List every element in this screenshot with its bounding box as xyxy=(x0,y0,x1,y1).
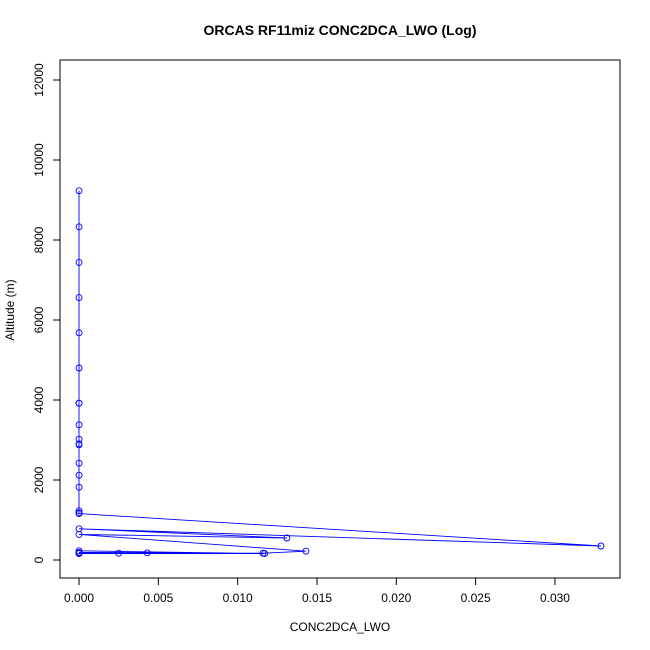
y-tick-label: 4000 xyxy=(32,386,46,413)
data-point xyxy=(75,294,83,302)
x-tick-label: 0.030 xyxy=(540,591,570,605)
y-tick-label: 0 xyxy=(32,556,46,563)
data-point xyxy=(115,549,123,557)
series-line xyxy=(78,190,602,555)
data-point xyxy=(75,550,83,558)
data-point xyxy=(75,364,83,372)
data-point xyxy=(75,459,83,467)
data-point xyxy=(75,471,83,479)
data-point xyxy=(75,441,83,449)
data-point xyxy=(143,549,151,557)
data-point xyxy=(75,421,83,429)
data-point xyxy=(75,483,83,491)
data-point xyxy=(75,187,83,195)
y-tick-label: 6000 xyxy=(32,306,46,333)
chart-title: ORCAS RF11miz CONC2DCA_LWO (Log) xyxy=(203,22,476,38)
data-point xyxy=(75,547,83,555)
data-point xyxy=(75,507,83,515)
x-tick-label: 0.015 xyxy=(302,591,332,605)
plot-frame xyxy=(59,59,621,579)
y-tick-label: 10000 xyxy=(32,143,46,177)
data-point xyxy=(261,550,269,558)
x-axis-label: CONC2DCA_LWO xyxy=(290,620,390,634)
x-axis: 0.000 0.005 0.010 0.015 0.020 0.025 0.030 xyxy=(64,577,570,605)
data-point xyxy=(75,510,83,518)
data-point xyxy=(75,223,83,231)
y-axis: 0 2000 4000 6000 8000 10000 12000 xyxy=(32,63,61,563)
x-tick-label: 0.005 xyxy=(143,591,173,605)
data-point xyxy=(75,530,83,538)
data-point xyxy=(283,534,291,542)
x-tick-label: 0.025 xyxy=(461,591,491,605)
data-point xyxy=(75,258,83,266)
y-tick-label: 2000 xyxy=(32,466,46,493)
data-point xyxy=(75,399,83,407)
data-point xyxy=(75,329,83,337)
x-tick-label: 0.020 xyxy=(381,591,411,605)
x-tick-label: 0.000 xyxy=(64,591,94,605)
data-point xyxy=(302,547,310,555)
y-axis-label: Altitude (m) xyxy=(3,279,17,340)
y-tick-label: 12000 xyxy=(32,63,46,97)
y-tick-label: 8000 xyxy=(32,226,46,253)
x-tick-label: 0.010 xyxy=(223,591,253,605)
data-point xyxy=(597,542,605,550)
series-layer xyxy=(75,187,605,558)
